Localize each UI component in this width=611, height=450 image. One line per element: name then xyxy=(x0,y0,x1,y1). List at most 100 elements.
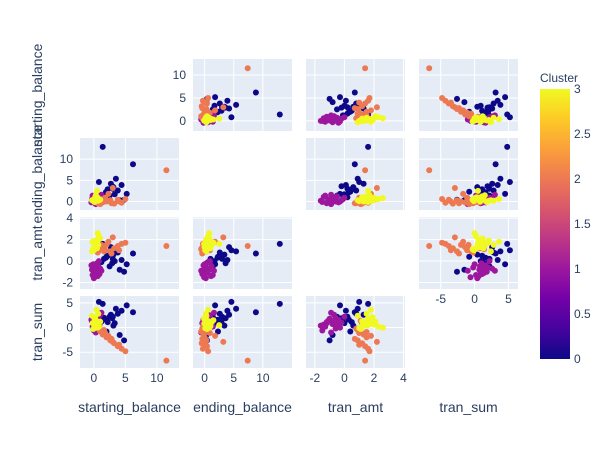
colorbar-tick-label: 1.5 xyxy=(574,217,591,231)
point-cluster-0 xyxy=(486,104,493,111)
panel-starting_balance-vs-tran_sum xyxy=(419,59,518,131)
x-tick-label: 0 xyxy=(471,292,478,306)
point-cluster-2 xyxy=(201,99,208,106)
colorbar-tick-label: 2.5 xyxy=(574,127,591,141)
point-cluster-2 xyxy=(456,105,462,112)
point-cluster-0 xyxy=(212,94,219,101)
y-axis-title-tran_sum: tran_sum xyxy=(29,303,45,361)
point-cluster-3 xyxy=(216,115,223,122)
point-cluster-2 xyxy=(368,332,374,339)
point-cluster-3 xyxy=(202,114,209,121)
point-cluster-2 xyxy=(244,357,251,364)
colorbar-tick-label: 3 xyxy=(574,82,581,96)
point-cluster-0 xyxy=(466,188,473,195)
point-cluster-0 xyxy=(360,180,367,187)
point-cluster-3 xyxy=(95,241,102,248)
panel-tran_amt-vs-tran_sum xyxy=(419,217,518,289)
point-cluster-0 xyxy=(211,258,218,265)
point-cluster-2 xyxy=(163,357,170,364)
panel-tran_amt-vs-ending_balance xyxy=(193,217,292,289)
y-tick-label: 5 xyxy=(66,173,73,187)
point-cluster-1 xyxy=(476,266,483,273)
point-cluster-0 xyxy=(226,311,233,318)
y-tick-label: -2 xyxy=(62,276,73,290)
panel-ending_balance-vs-tran_sum xyxy=(419,138,518,210)
point-cluster-2 xyxy=(447,99,454,106)
point-cluster-2 xyxy=(356,341,363,348)
point-cluster-3 xyxy=(94,230,101,237)
point-cluster-3 xyxy=(354,197,361,204)
point-cluster-3 xyxy=(216,240,223,247)
point-cluster-2 xyxy=(354,110,361,117)
point-cluster-0 xyxy=(211,102,218,109)
point-cluster-1 xyxy=(332,314,339,321)
x-tick-label: 10 xyxy=(150,371,164,385)
point-cluster-2 xyxy=(447,198,454,205)
point-cluster-0 xyxy=(121,337,128,344)
point-cluster-2 xyxy=(373,104,380,111)
x-tick-label: 2 xyxy=(371,371,378,385)
point-cluster-0 xyxy=(454,95,460,102)
point-cluster-1 xyxy=(332,197,339,204)
y-tick-label: 10 xyxy=(173,68,187,82)
point-cluster-2 xyxy=(373,185,380,191)
point-cluster-0 xyxy=(130,309,136,316)
x-axis-title-tran_sum: tran_sum xyxy=(439,399,497,415)
point-cluster-3 xyxy=(365,322,372,329)
point-cluster-2 xyxy=(362,65,369,72)
point-cluster-0 xyxy=(226,244,233,251)
panel-starting_balance-vs-tran_amt xyxy=(306,59,405,131)
point-cluster-1 xyxy=(337,324,343,331)
point-cluster-0 xyxy=(479,107,486,114)
point-cluster-0 xyxy=(224,97,231,104)
point-cluster-0 xyxy=(348,319,355,326)
point-cluster-0 xyxy=(228,114,235,121)
x-tick-label: -2 xyxy=(310,371,321,385)
point-cluster-1 xyxy=(467,274,474,281)
y-axis-title-ending_balance: ending_balance xyxy=(29,124,45,223)
point-cluster-0 xyxy=(130,250,136,257)
panel-tran_sum-vs-ending_balance xyxy=(193,296,292,368)
point-cluster-0 xyxy=(466,253,473,260)
point-cluster-3 xyxy=(496,116,502,123)
point-cluster-0 xyxy=(502,94,509,101)
point-cluster-3 xyxy=(97,318,104,325)
point-cluster-2 xyxy=(116,341,123,348)
point-cluster-1 xyxy=(486,258,493,265)
point-cluster-2 xyxy=(105,238,112,245)
point-cluster-3 xyxy=(473,117,480,123)
point-cluster-1 xyxy=(323,199,330,206)
point-cluster-2 xyxy=(220,338,227,345)
point-cluster-3 xyxy=(210,239,217,246)
point-cluster-2 xyxy=(122,196,129,202)
point-cluster-0 xyxy=(104,319,111,326)
point-cluster-0 xyxy=(252,250,259,257)
point-cluster-3 xyxy=(372,318,379,325)
point-cluster-2 xyxy=(439,196,446,202)
point-cluster-0 xyxy=(354,175,361,182)
x-tick-label: -5 xyxy=(435,292,446,306)
point-cluster-2 xyxy=(201,341,208,348)
point-cluster-3 xyxy=(216,322,223,329)
point-cluster-0 xyxy=(276,111,283,118)
point-cluster-1 xyxy=(323,319,330,326)
point-cluster-0 xyxy=(337,302,343,309)
point-cluster-2 xyxy=(351,105,358,112)
y-tick-label: 0 xyxy=(66,254,73,268)
point-cluster-3 xyxy=(479,196,486,203)
point-cluster-3 xyxy=(363,197,370,204)
point-cluster-3 xyxy=(490,114,497,121)
point-cluster-2 xyxy=(447,247,454,254)
point-cluster-1 xyxy=(328,112,335,119)
point-cluster-0 xyxy=(109,313,116,320)
point-cluster-2 xyxy=(363,329,370,335)
y-axis-title-starting_balance: starting_balance xyxy=(29,43,45,146)
point-cluster-1 xyxy=(202,264,209,271)
point-cluster-0 xyxy=(344,104,351,111)
point-cluster-0 xyxy=(492,161,499,168)
point-cluster-0 xyxy=(111,191,118,198)
point-cluster-2 xyxy=(356,99,363,106)
point-cluster-0 xyxy=(103,253,110,260)
point-cluster-2 xyxy=(108,250,115,257)
